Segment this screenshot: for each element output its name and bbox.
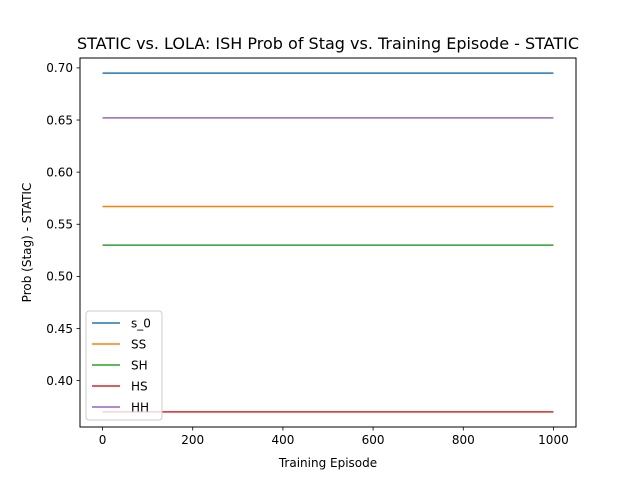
y-axis-label: Prob (Stag) - STATIC: [20, 183, 34, 303]
y-tick-label: 0.40: [46, 374, 73, 388]
x-tick-label: 200: [181, 433, 204, 447]
x-tick-label: 0: [99, 433, 107, 447]
legend: s_0 SS SH HS HH: [85, 310, 163, 421]
y-tick-label: 0.50: [46, 270, 73, 284]
y-tick-label: 0.55: [46, 218, 73, 232]
legend-label: HH: [131, 400, 149, 414]
legend-label: SH: [131, 358, 148, 372]
legend-items: s_0 SS SH HS HH: [92, 316, 151, 414]
y-tick-label: 0.65: [46, 113, 73, 127]
y-axis-ticks: 0.40 0.45 0.50 0.55 0.60 0.65 0.70: [46, 61, 80, 388]
x-tick-label: 800: [452, 433, 475, 447]
legend-label: s_0: [131, 316, 151, 330]
plot-lines: [102, 72, 554, 413]
y-tick-label: 0.70: [46, 61, 73, 75]
x-tick-label: 1000: [538, 433, 569, 447]
x-axis-ticks: 0 200 400 600 800 1000: [99, 427, 569, 447]
chart-title: STATIC vs. LOLA: ISH Prob of Stag vs. Tr…: [77, 34, 579, 53]
legend-label: SS: [131, 337, 146, 351]
legend-box: [85, 310, 163, 421]
y-tick-label: 0.60: [46, 165, 73, 179]
legend-label: HS: [131, 379, 148, 393]
x-tick-label: 600: [362, 433, 385, 447]
x-tick-label: 400: [271, 433, 294, 447]
plot-frame: [79, 57, 577, 428]
x-axis-label: Training Episode: [278, 456, 377, 470]
y-tick-label: 0.45: [46, 322, 73, 336]
